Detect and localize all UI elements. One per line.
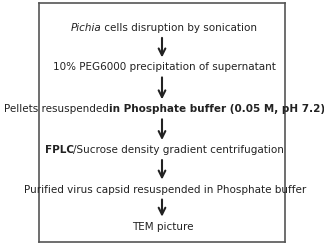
Text: TEM picture: TEM picture: [132, 222, 193, 232]
Text: Purified virus capsid resuspended in Phosphate buffer: Purified virus capsid resuspended in Pho…: [24, 184, 307, 195]
Text: Pellets resuspended: Pellets resuspended: [4, 104, 112, 114]
Text: FPLC: FPLC: [45, 145, 74, 155]
Text: 10% PEG6000 precipitation of supernatant: 10% PEG6000 precipitation of supernatant: [53, 62, 276, 73]
Text: Pichia: Pichia: [71, 23, 101, 33]
Text: cells disruption by sonication: cells disruption by sonication: [101, 23, 257, 33]
Text: /Sucrose density gradient centrifugation: /Sucrose density gradient centrifugation: [73, 145, 284, 155]
Text: in Phosphate buffer (0.05 M, pH 7.2): in Phosphate buffer (0.05 M, pH 7.2): [109, 104, 324, 114]
